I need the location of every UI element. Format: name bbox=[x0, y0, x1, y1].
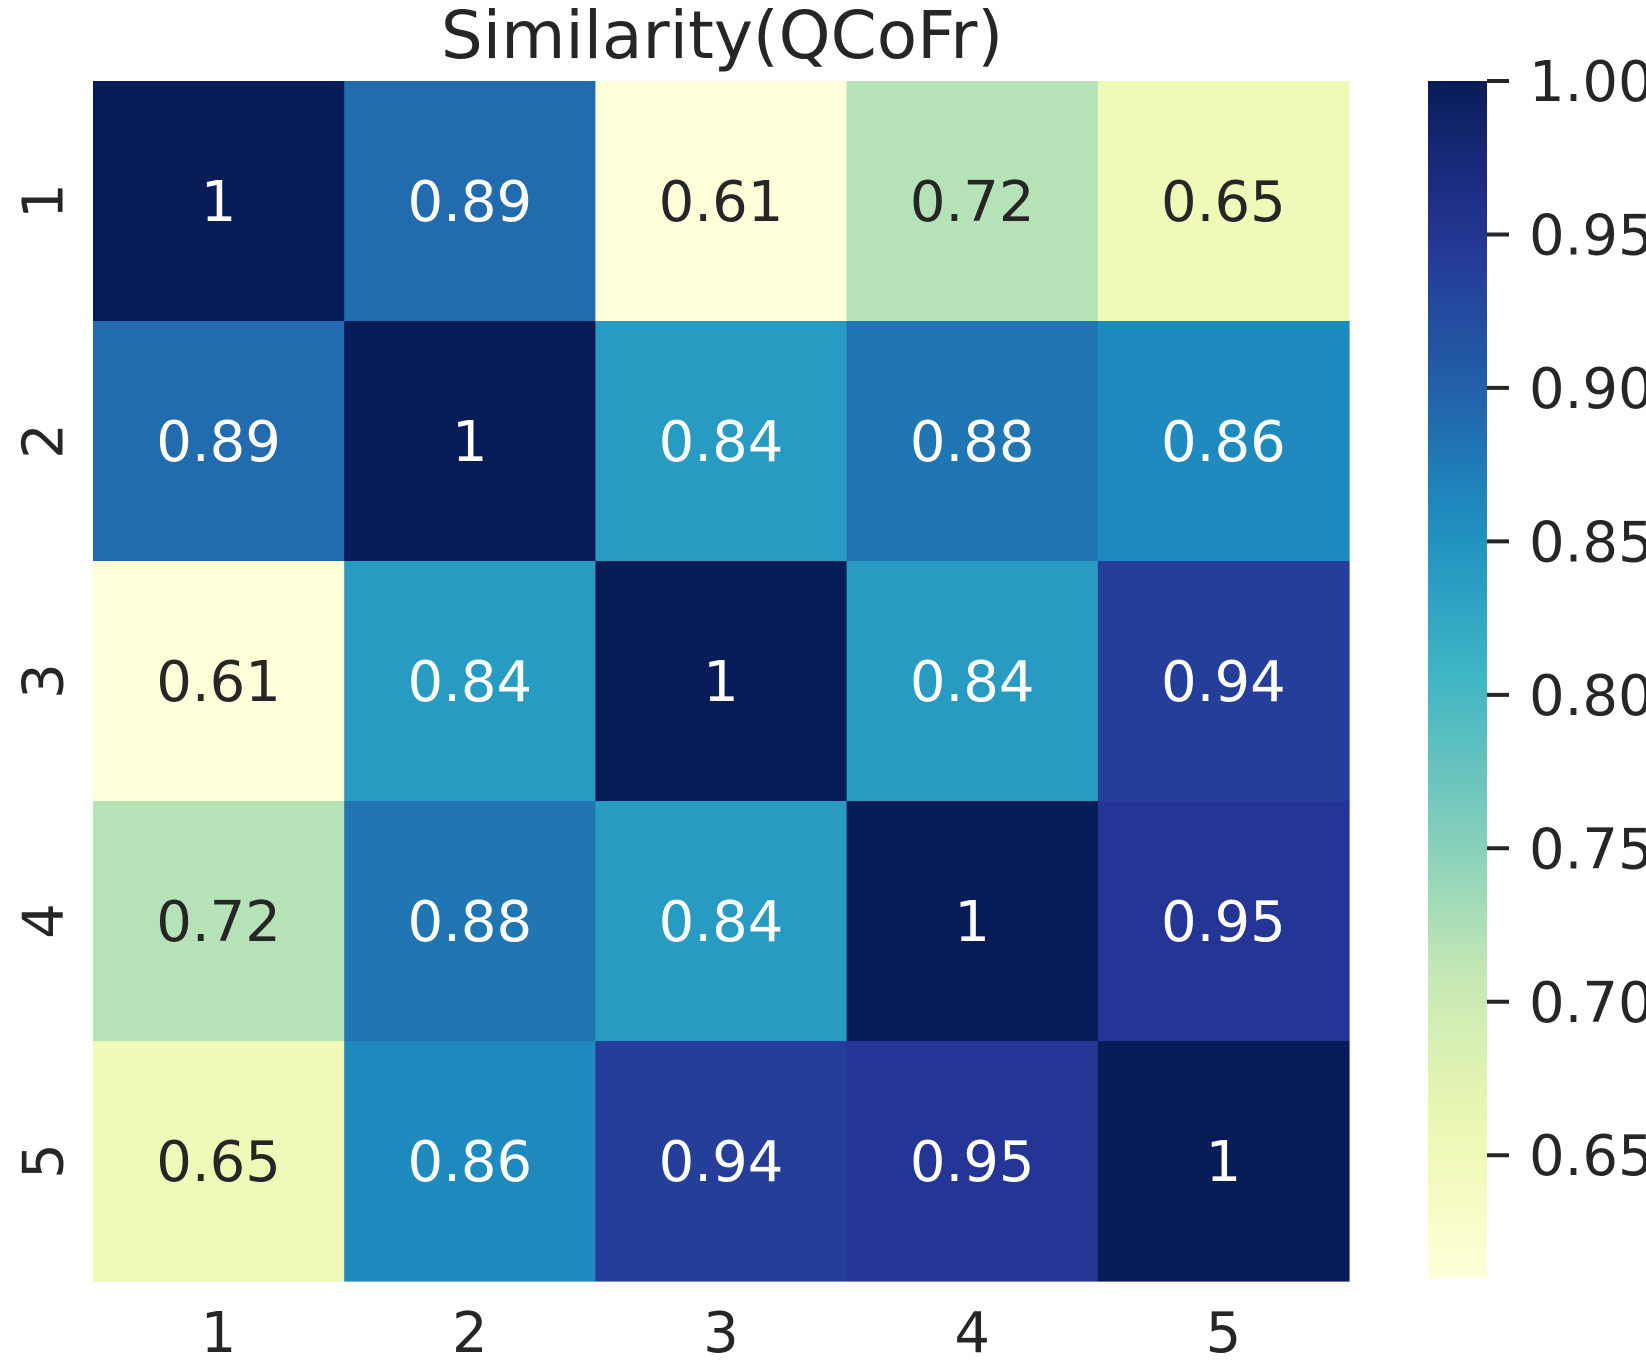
x-tick-label-2: 2 bbox=[452, 1301, 488, 1363]
heatmap-cell-r2-c1 bbox=[93, 321, 345, 562]
cell-label-r3-c2: 0.84 bbox=[407, 650, 532, 715]
cell-label-r1-c4: 0.72 bbox=[910, 170, 1035, 235]
heatmap-cell-r5-c4 bbox=[846, 1041, 1099, 1282]
y-tick-label-4: 4 bbox=[12, 903, 77, 939]
heatmap-cell-r1-c1 bbox=[93, 81, 345, 322]
cell-label-r1-c3: 0.61 bbox=[659, 170, 784, 235]
cell-label-r4-c4: 1 bbox=[954, 890, 990, 955]
heatmap-cell-r3-c3 bbox=[595, 561, 848, 802]
colorbar: 0.65 0.70 0.75 0.80 0.85 0.90 0.95 1.00 bbox=[1428, 50, 1646, 1278]
colorbar-tick-label-0.95: 0.95 bbox=[1529, 203, 1646, 268]
heatmap-cell-r4-c1 bbox=[93, 801, 345, 1042]
cell-label-r5-c3: 0.94 bbox=[659, 1130, 784, 1195]
cell-label-r1-c5: 0.65 bbox=[1161, 170, 1286, 235]
cell-label-r3-c5: 0.94 bbox=[1161, 650, 1286, 715]
colorbar-gradient bbox=[1428, 81, 1487, 1278]
heatmap-cell-r1-c2 bbox=[344, 81, 596, 322]
heatmap-cell-r2-c4 bbox=[846, 321, 1099, 562]
x-tick-label-3: 3 bbox=[703, 1301, 739, 1363]
colorbar-tick-label-0.75: 0.75 bbox=[1529, 817, 1646, 882]
colorbar-tick-label-0.90: 0.90 bbox=[1529, 357, 1646, 422]
y-tick-label-1: 1 bbox=[12, 183, 77, 219]
cell-label-r2-c5: 0.86 bbox=[1161, 410, 1286, 475]
heatmap-cell-r2-c3 bbox=[595, 321, 848, 562]
y-tick-label-3: 3 bbox=[12, 663, 77, 699]
x-tick-label-1: 1 bbox=[201, 1301, 237, 1363]
colorbar-tick-label-0.85: 0.85 bbox=[1529, 510, 1646, 575]
cell-label-r2-c2: 1 bbox=[452, 410, 488, 475]
cell-label-r1-c1: 1 bbox=[201, 170, 237, 235]
heatmap-cell-r3-c5 bbox=[1097, 561, 1350, 802]
heatmap-cell-r1-c5 bbox=[1097, 81, 1350, 322]
cell-label-r3-c1: 0.61 bbox=[156, 650, 281, 715]
heatmap-cell-labels: 1 0.89 0.61 0.72 0.65 0.89 1 0.84 0.88 0.86 0.61 0.… bbox=[156, 170, 1285, 1195]
cell-label-r5-c2: 0.86 bbox=[407, 1130, 532, 1195]
heatmap-cell-r4-c2 bbox=[344, 801, 596, 1042]
cell-label-r5-c4: 0.95 bbox=[910, 1130, 1035, 1195]
x-tick-label-4: 4 bbox=[954, 1301, 990, 1363]
colorbar-tick-label-0.70: 0.70 bbox=[1529, 971, 1646, 1036]
cell-label-r4-c3: 0.84 bbox=[659, 890, 784, 955]
heatmap-cell-r4-c3 bbox=[595, 801, 848, 1042]
heatmap-cell-r4-c5 bbox=[1097, 801, 1350, 1042]
heatmap-cell-r4-c4 bbox=[846, 801, 1099, 1042]
x-axis-tick-labels: 1 2 3 4 5 bbox=[201, 1301, 1241, 1363]
heatmap-cell-r5-c2 bbox=[344, 1041, 596, 1282]
x-tick-label-5: 5 bbox=[1206, 1301, 1242, 1363]
heatmap-cell-r2-c5 bbox=[1097, 321, 1350, 562]
heatmap-cell-r5-c1 bbox=[93, 1041, 345, 1282]
cell-label-r1-c2: 0.89 bbox=[407, 170, 532, 235]
heatmap-cell-r3-c4 bbox=[846, 561, 1099, 802]
chart-title: Similarity(QCoFr) bbox=[441, 0, 1003, 74]
heatmap-cell-r3-c2 bbox=[344, 561, 596, 802]
cell-label-r2-c4: 0.88 bbox=[910, 410, 1035, 475]
cell-label-r5-c1: 0.65 bbox=[156, 1130, 281, 1195]
cell-label-r4-c1: 0.72 bbox=[156, 890, 281, 955]
colorbar-tick-label-1.00: 1.00 bbox=[1529, 50, 1646, 115]
heatmap-cell-r1-c4 bbox=[846, 81, 1099, 322]
cell-label-r2-c1: 0.89 bbox=[156, 410, 281, 475]
colorbar-tick-label-0.65: 0.65 bbox=[1529, 1124, 1646, 1189]
cell-label-r3-c4: 0.84 bbox=[910, 650, 1035, 715]
heatmap-cell-r2-c2 bbox=[344, 321, 596, 562]
heatmap-cell-r5-c5 bbox=[1097, 1041, 1350, 1282]
y-axis-tick-labels: 1 2 3 4 5 bbox=[12, 183, 77, 1179]
heatmap-cells bbox=[93, 81, 1350, 1282]
cell-label-r4-c5: 0.95 bbox=[1161, 890, 1286, 955]
cell-label-r4-c2: 0.88 bbox=[407, 890, 532, 955]
heatmap-cell-r3-c1 bbox=[93, 561, 345, 802]
cell-label-r5-c5: 1 bbox=[1206, 1130, 1242, 1195]
colorbar-tick-label-0.80: 0.80 bbox=[1529, 664, 1646, 729]
cell-label-r3-c3: 1 bbox=[703, 650, 739, 715]
heatmap-cell-r1-c3 bbox=[595, 81, 848, 322]
y-tick-label-2: 2 bbox=[12, 423, 77, 459]
cell-label-r2-c3: 0.84 bbox=[659, 410, 784, 475]
y-tick-label-5: 5 bbox=[12, 1143, 77, 1179]
heatmap-cell-r5-c3 bbox=[595, 1041, 848, 1282]
